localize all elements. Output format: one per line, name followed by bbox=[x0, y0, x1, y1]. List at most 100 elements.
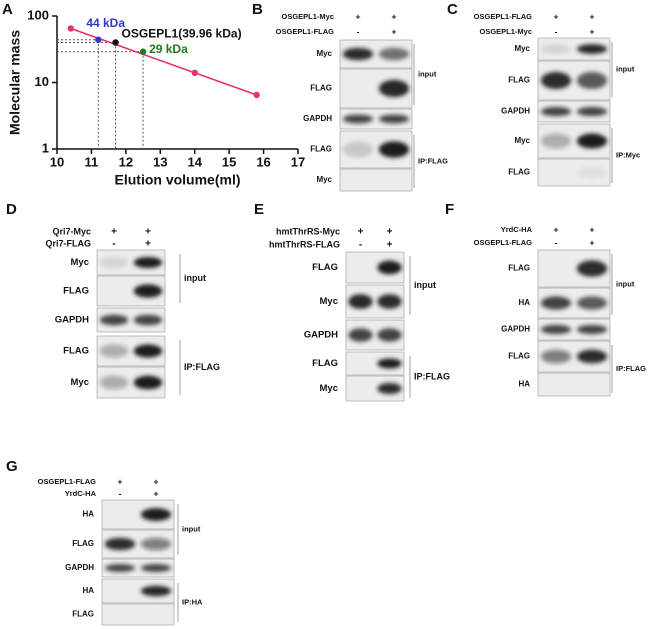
row-label: FLAG bbox=[310, 84, 332, 93]
band bbox=[540, 71, 572, 90]
band bbox=[348, 328, 373, 342]
condition-label: OSGEPL1-FLAG bbox=[474, 12, 533, 21]
band bbox=[342, 141, 374, 158]
row-label: GAPDH bbox=[303, 114, 332, 123]
row-label: FLAG bbox=[508, 76, 530, 85]
x-tick-label: 10 bbox=[50, 154, 64, 169]
row-label: FLAG bbox=[508, 264, 530, 273]
band bbox=[540, 133, 572, 149]
blot-strip bbox=[537, 37, 611, 61]
band bbox=[377, 260, 402, 275]
blot-strip bbox=[101, 603, 175, 626]
band bbox=[576, 133, 608, 149]
group-label: input bbox=[182, 524, 201, 533]
band bbox=[133, 375, 163, 390]
band bbox=[348, 294, 373, 309]
group-label: input bbox=[184, 273, 206, 283]
group-label: input bbox=[418, 69, 437, 78]
y-axis-label: Molecular mass bbox=[7, 30, 23, 135]
band bbox=[576, 324, 608, 335]
band bbox=[378, 114, 410, 124]
band bbox=[540, 106, 572, 117]
row-label: FLAG bbox=[312, 358, 338, 369]
band bbox=[133, 284, 163, 298]
lane-sign: - bbox=[357, 26, 360, 36]
blot-strip bbox=[537, 100, 611, 123]
lane-sign: - bbox=[555, 26, 558, 36]
band bbox=[140, 564, 172, 572]
x-tick-label: 14 bbox=[187, 154, 202, 169]
row-label: FLAG bbox=[310, 145, 332, 154]
condition-label: OSGEPL1-FLAG bbox=[474, 238, 533, 247]
lane-sign: + bbox=[356, 11, 361, 21]
row-label: Myc bbox=[320, 383, 338, 394]
row-label: GAPDH bbox=[304, 330, 338, 341]
lane-sign: - bbox=[112, 239, 115, 250]
band bbox=[378, 141, 410, 158]
x-tick-label: 11 bbox=[85, 154, 99, 169]
lane-sign: + bbox=[358, 227, 364, 238]
condition-label: OSGEPL1-FLAG bbox=[276, 27, 335, 36]
row-label: HA bbox=[82, 586, 94, 595]
band bbox=[99, 375, 129, 390]
blot-strip bbox=[537, 318, 611, 341]
row-label: Myc bbox=[514, 44, 530, 53]
x-tick-label: 12 bbox=[119, 154, 133, 169]
lane-sign: + bbox=[590, 11, 595, 21]
row-label: FLAG bbox=[508, 352, 530, 361]
band bbox=[576, 296, 608, 310]
band bbox=[576, 44, 608, 54]
condition-label: OSGEPL1-FLAG bbox=[38, 477, 97, 486]
band bbox=[540, 296, 572, 310]
band bbox=[378, 47, 410, 61]
row-label: FLAG bbox=[63, 346, 89, 357]
marker-point bbox=[112, 39, 119, 46]
band bbox=[576, 349, 608, 364]
row-label: GAPDH bbox=[501, 325, 530, 334]
band bbox=[378, 79, 410, 98]
marker-point bbox=[95, 36, 102, 43]
panel-letter: F bbox=[445, 201, 454, 218]
panel-letter: E bbox=[254, 201, 264, 218]
panel-letter: B bbox=[252, 1, 263, 18]
panel-letter: G bbox=[6, 458, 18, 475]
condition-label: YrdC-HA bbox=[501, 225, 533, 234]
band bbox=[576, 166, 608, 179]
row-label: GAPDH bbox=[55, 315, 89, 326]
row-label: FLAG bbox=[72, 610, 94, 619]
condition-label: YrdC-HA bbox=[65, 489, 97, 498]
blot-strip bbox=[339, 108, 413, 130]
band bbox=[133, 344, 163, 358]
band bbox=[377, 328, 402, 342]
band bbox=[377, 294, 402, 309]
condition-label: Qri7-FLAG bbox=[45, 238, 91, 248]
blot-strip bbox=[339, 168, 413, 192]
band bbox=[576, 260, 608, 277]
marker-label: OSGEPL1(39.96 kDa) bbox=[122, 27, 242, 41]
blot-strip bbox=[101, 558, 175, 578]
lane-sign: + bbox=[387, 227, 393, 238]
band bbox=[104, 564, 136, 572]
band bbox=[140, 508, 172, 521]
blot-strip bbox=[537, 372, 611, 397]
lane-sign: - bbox=[555, 237, 558, 247]
row-label: FLAG bbox=[312, 262, 338, 273]
band bbox=[540, 324, 572, 335]
row-label: Myc bbox=[71, 377, 89, 388]
band bbox=[99, 257, 129, 268]
group-label: input bbox=[616, 64, 635, 73]
band bbox=[540, 44, 572, 54]
band bbox=[133, 257, 163, 268]
lane-sign: + bbox=[554, 11, 559, 21]
condition-label: hmtThrRS-Myc bbox=[276, 226, 340, 236]
blot-strip bbox=[345, 351, 405, 376]
lane-sign: + bbox=[145, 239, 151, 250]
lane-sign: - bbox=[359, 240, 362, 251]
group-label: input bbox=[414, 280, 436, 290]
row-label: Myc bbox=[320, 296, 338, 307]
lane-sign: + bbox=[387, 240, 393, 251]
y-tick-label: 1 bbox=[42, 140, 49, 155]
row-label: FLAG bbox=[508, 168, 530, 177]
band bbox=[377, 358, 402, 369]
